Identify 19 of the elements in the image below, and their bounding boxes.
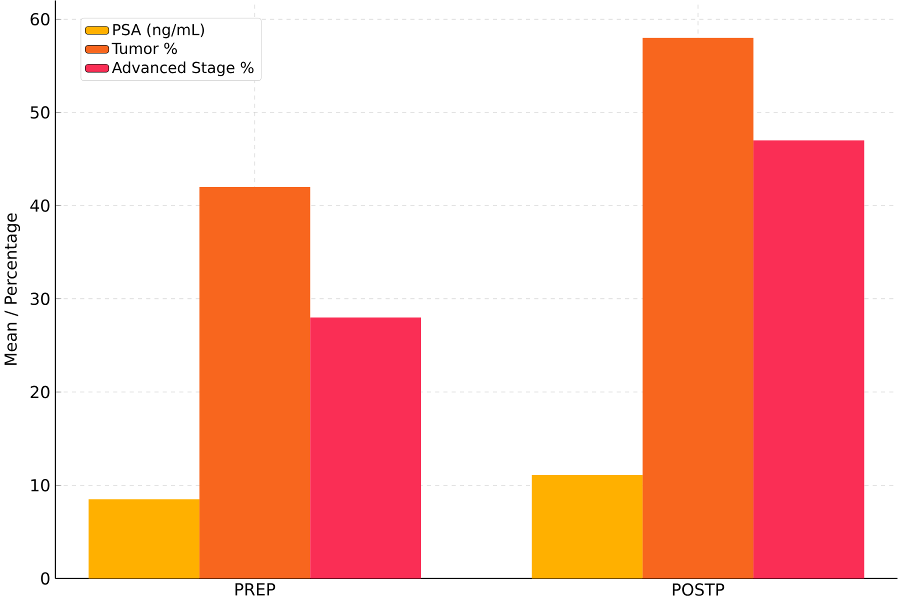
y-tick-label: 20: [30, 386, 50, 398]
y-axis-title: Mean / Percentage: [4, 213, 20, 365]
y-tick-label: 10: [31, 478, 50, 492]
x-tick-label: POSTP: [672, 583, 724, 596]
y-tick-label: 40: [30, 199, 50, 212]
bar: [199, 186, 310, 578]
bar: [310, 317, 422, 578]
bar: [88, 499, 200, 578]
bar: [532, 474, 643, 578]
y-tick-label: 50: [30, 106, 50, 118]
y-tick-label: 0: [41, 572, 50, 584]
legend-label: Advanced Stage %: [112, 61, 254, 76]
legend-label: Tumor %: [112, 42, 177, 54]
x-tick-label: PREP: [236, 583, 276, 596]
bar: [642, 38, 754, 578]
bar: [753, 140, 864, 578]
y-tick-label: 30: [30, 292, 50, 305]
legend-label: PSA (ng/mL): [113, 23, 204, 38]
y-tick-label: 60: [30, 12, 50, 26]
